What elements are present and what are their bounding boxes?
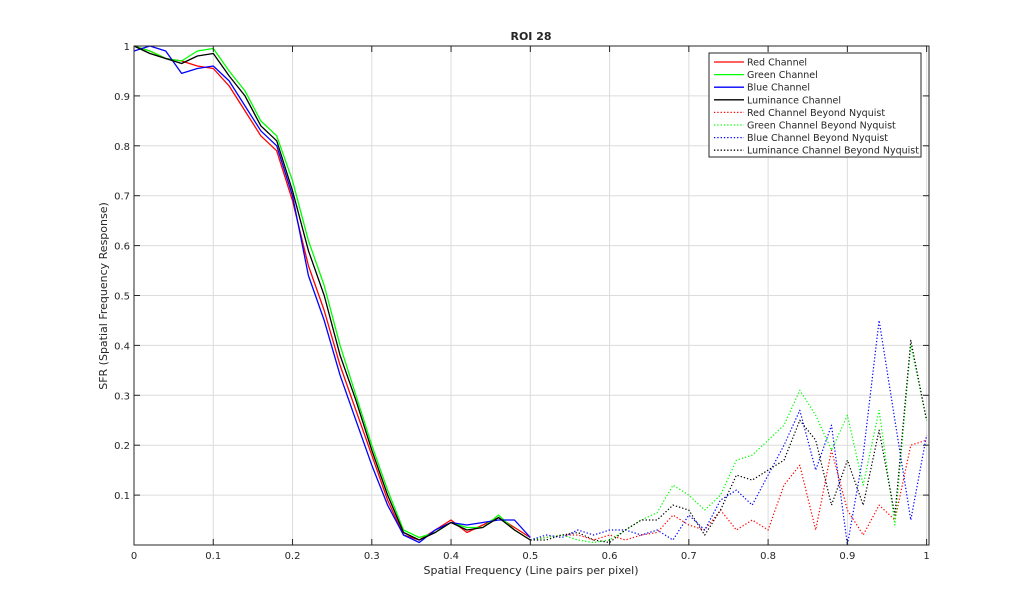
legend-label: Blue Channel bbox=[747, 83, 810, 94]
legend-box bbox=[708, 52, 922, 158]
y-tick-label: 0.5 bbox=[114, 292, 130, 303]
legend-label: Red Channel bbox=[747, 58, 807, 69]
series-line bbox=[530, 319, 928, 546]
series-line bbox=[133, 45, 531, 544]
x-tick-label: 0.1 bbox=[205, 551, 221, 562]
y-tick-label: 0.8 bbox=[114, 142, 130, 153]
legend-label: Luminance Channel bbox=[747, 95, 841, 106]
legend-label: Luminance Channel Beyond Nyquist bbox=[747, 146, 919, 157]
x-tick-label: 0.9 bbox=[839, 551, 855, 562]
x-tick-label: 0.8 bbox=[760, 551, 776, 562]
series-line bbox=[530, 439, 927, 541]
series-line bbox=[133, 45, 531, 541]
legend-label: Green Channel Beyond Nyquist bbox=[747, 121, 896, 132]
legend-label: Red Channel Beyond Nyquist bbox=[747, 108, 885, 119]
x-tick-label: 0.4 bbox=[443, 551, 459, 562]
series-lines bbox=[133, 45, 928, 546]
x-tick-label: 0.2 bbox=[285, 551, 301, 562]
y-tick-label: 0.9 bbox=[114, 92, 130, 103]
y-tick-label: 0.3 bbox=[114, 391, 130, 402]
series-line bbox=[133, 45, 531, 541]
series-line bbox=[530, 344, 928, 544]
x-tick-label: 0.5 bbox=[522, 551, 538, 562]
legend-label: Blue Channel Beyond Nyquist bbox=[747, 133, 888, 144]
x-tick-label: 0.6 bbox=[602, 551, 618, 562]
x-tick-label: 0 bbox=[131, 551, 137, 562]
x-tick-label: 1 bbox=[923, 551, 929, 562]
y-tick-label: 0.7 bbox=[114, 192, 130, 203]
y-tick-label: 0.4 bbox=[114, 341, 130, 352]
legend-label: Green Channel bbox=[747, 70, 818, 81]
ticks: 0 0.1 0.2 0.3 0.4 0.5 0.6 0.7 0.8 0.9 1 0.1 0.2 0.3 0.… bbox=[114, 42, 930, 562]
y-tick-label: 0.6 bbox=[114, 242, 130, 253]
series-line bbox=[133, 45, 531, 541]
x-tick-label: 0.7 bbox=[681, 551, 697, 562]
grid bbox=[134, 46, 929, 545]
x-tick-label: 0.3 bbox=[364, 551, 380, 562]
y-axis-label: SFR (Spatial Frequency Response) bbox=[97, 202, 110, 390]
y-tick-label: 0.2 bbox=[114, 441, 130, 452]
y-tick-label: 0.1 bbox=[114, 491, 130, 502]
x-axis-label: Spatial Frequency (Line pairs per pixel) bbox=[423, 564, 638, 577]
chart-title: ROI 28 bbox=[510, 30, 551, 43]
y-tick-label: 1 bbox=[124, 42, 130, 53]
series-line bbox=[530, 339, 928, 544]
